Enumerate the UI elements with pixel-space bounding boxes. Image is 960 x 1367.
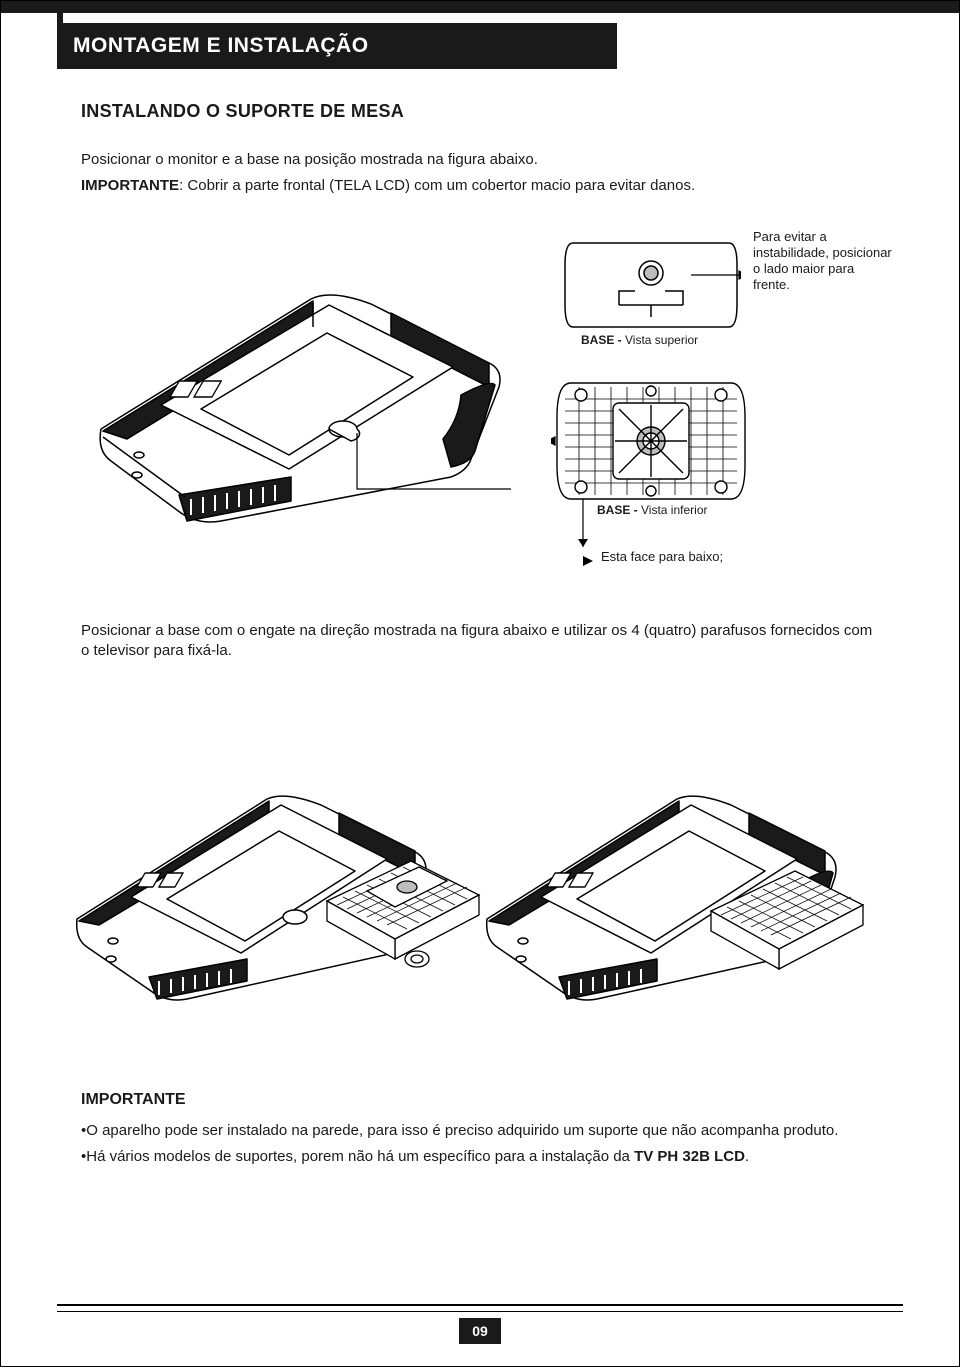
page-number: 09 (459, 1318, 501, 1344)
importante-heading: IMPORTANTE (81, 1091, 879, 1109)
figure-area-2 (71, 701, 889, 1041)
base-top-label-text: Vista superior (625, 333, 698, 347)
section-title-bar: MONTAGEM E INSTALAÇÃO (57, 23, 617, 69)
intro-importante-bold: IMPORTANTE (81, 177, 179, 194)
base-bottom-illustration (551, 377, 751, 505)
bullet-2: •Há vários modelos de suportes, porem nã… (81, 1147, 879, 1167)
intro-line-2: IMPORTANTE: Cobrir a parte frontal (TELA… (81, 176, 879, 196)
monitor-iso-illustration (91, 229, 511, 549)
base-bottom-label-prefix: BASE - (597, 503, 641, 517)
bottom-rule-thin (57, 1311, 903, 1312)
assembly-left-illustration (71, 731, 491, 1031)
intro-line-2-rest: : Cobrir a parte frontal (TELA LCD) com … (179, 177, 695, 194)
base-top-label: BASE - Vista superior (581, 333, 698, 347)
figure-area-1: BASE - Vista superior (81, 219, 879, 579)
intro-line-1: Posicionar o monitor e a base na posição… (81, 150, 879, 170)
connector-line-icon (573, 499, 597, 555)
subtitle: INSTALANDO O SUPORTE DE MESA (81, 101, 879, 122)
base-bottom-label-text: Vista inferior (641, 503, 707, 517)
bullet-2-pre: •Há vários modelos de suportes, porem nã… (81, 1148, 634, 1165)
base-top-illustration (561, 235, 741, 335)
page-number-text: 09 (472, 1323, 488, 1339)
face-down-label: Esta face para baixo; (601, 549, 723, 564)
bottom-rule-thick (57, 1304, 903, 1306)
content-area: INSTALANDO O SUPORTE DE MESA Posicionar … (81, 101, 879, 579)
bullet-2-post: . (745, 1148, 749, 1165)
top-bar (1, 1, 959, 13)
bullet-1: •O aparelho pode ser instalado na parede… (81, 1121, 879, 1141)
paragraph-2: Posicionar a base com o engate na direçã… (81, 621, 879, 662)
stability-note: Para evitar a instabilidade, posicionar … (753, 229, 893, 294)
bullet-2-bold: TV PH 32B LCD (634, 1148, 745, 1165)
section-title: MONTAGEM E INSTALAÇÃO (73, 34, 369, 58)
page: MONTAGEM E INSTALAÇÃO INSTALANDO O SUPOR… (0, 0, 960, 1367)
base-top-label-prefix: BASE - (581, 333, 625, 347)
base-bottom-label: BASE - Vista inferior (597, 503, 708, 517)
importante-block: IMPORTANTE •O aparelho pode ser instalad… (81, 1091, 879, 1174)
assembly-right-illustration (481, 731, 901, 1031)
